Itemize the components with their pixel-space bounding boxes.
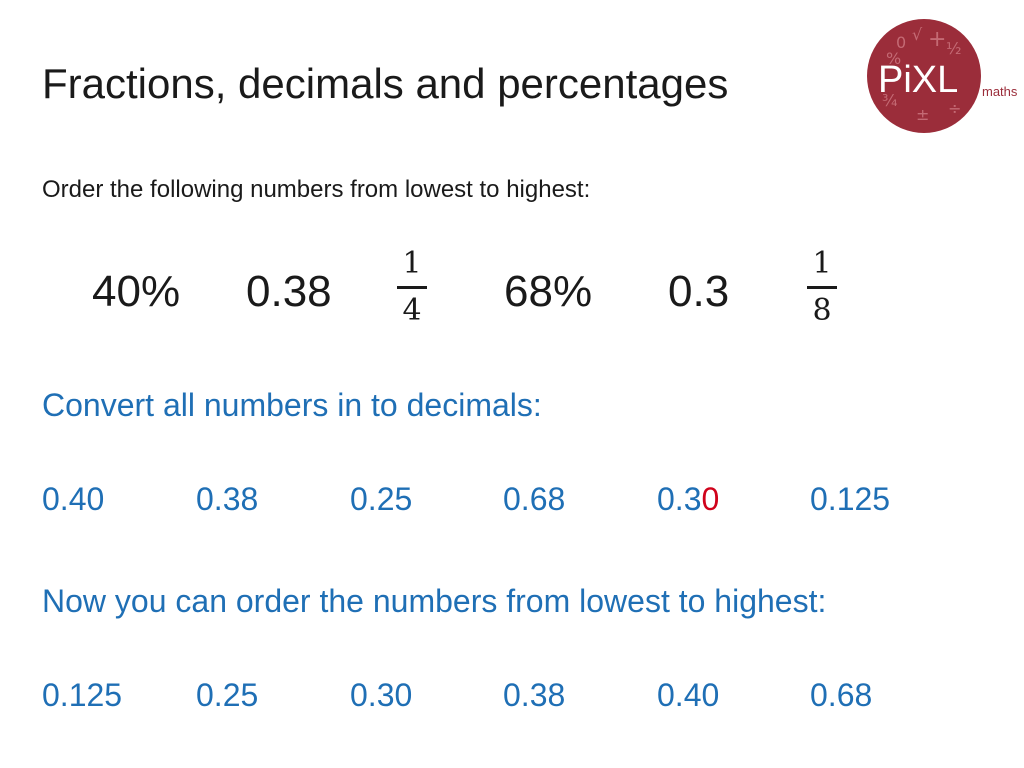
logo-symbol: ½ bbox=[946, 39, 962, 58]
decimal-value: 0.125 bbox=[810, 481, 891, 517]
ordered-value: 0.68 bbox=[810, 677, 873, 713]
number-0-3: 0.3 bbox=[668, 267, 730, 316]
order-heading: Now you can order the numbers from lowes… bbox=[42, 583, 827, 619]
pixl-logo-icon: 0 % √ ½ ¾ ± + ÷ PiXL bbox=[867, 19, 981, 133]
decimal-value: 0.25 bbox=[350, 481, 413, 517]
ordered-value: 0.30 bbox=[350, 677, 413, 713]
convert-heading: Convert all numbers in to decimals: bbox=[42, 387, 542, 423]
decimal-value: 0.68 bbox=[503, 481, 566, 517]
fraction-one-eighth: 1 8 bbox=[806, 246, 838, 333]
fraction-numerator: 1 bbox=[402, 246, 422, 281]
ordered-value: 0.40 bbox=[657, 677, 720, 713]
logo-symbol: √ bbox=[912, 25, 923, 44]
decimal-value: 0.40 bbox=[42, 481, 105, 517]
logo-symbol: % bbox=[886, 49, 901, 68]
logo-text: PiXL bbox=[878, 59, 958, 101]
fraction-one-quarter: 1 4 bbox=[396, 246, 428, 333]
number-68-percent: 68% bbox=[504, 267, 593, 316]
logo-symbol: + bbox=[928, 27, 946, 52]
fraction-bar bbox=[397, 286, 427, 289]
ordered-value: 0.25 bbox=[196, 677, 259, 713]
number-0-38: 0.38 bbox=[246, 267, 332, 316]
slide-title: Fractions, decimals and percentages bbox=[42, 60, 729, 107]
decimal-prefix: 0.3 bbox=[657, 481, 702, 517]
pixl-logo: 0 % √ ½ ¾ ± + ÷ PiXL bbox=[866, 18, 982, 134]
decimal-value-with-added-zero: 0.30 bbox=[657, 478, 719, 520]
number-40-percent: 40% bbox=[92, 267, 181, 316]
logo-symbol: ÷ bbox=[948, 99, 961, 118]
added-zero: 0 bbox=[701, 481, 720, 517]
logo-symbol: 0 bbox=[896, 33, 906, 52]
ordered-value: 0.38 bbox=[503, 677, 566, 713]
logo-symbol: ¾ bbox=[882, 91, 898, 110]
instruction-text: Order the following numbers from lowest … bbox=[42, 176, 591, 203]
logo-symbol: ± bbox=[916, 105, 929, 124]
fraction-denominator: 8 bbox=[812, 293, 832, 328]
ordered-value: 0.125 bbox=[42, 677, 123, 713]
fraction-numerator: 1 bbox=[812, 246, 832, 281]
decimal-value: 0.38 bbox=[196, 481, 259, 517]
fraction-bar bbox=[807, 286, 837, 289]
fraction-denominator: 4 bbox=[402, 293, 422, 328]
logo-subtitle: maths bbox=[982, 84, 1018, 99]
